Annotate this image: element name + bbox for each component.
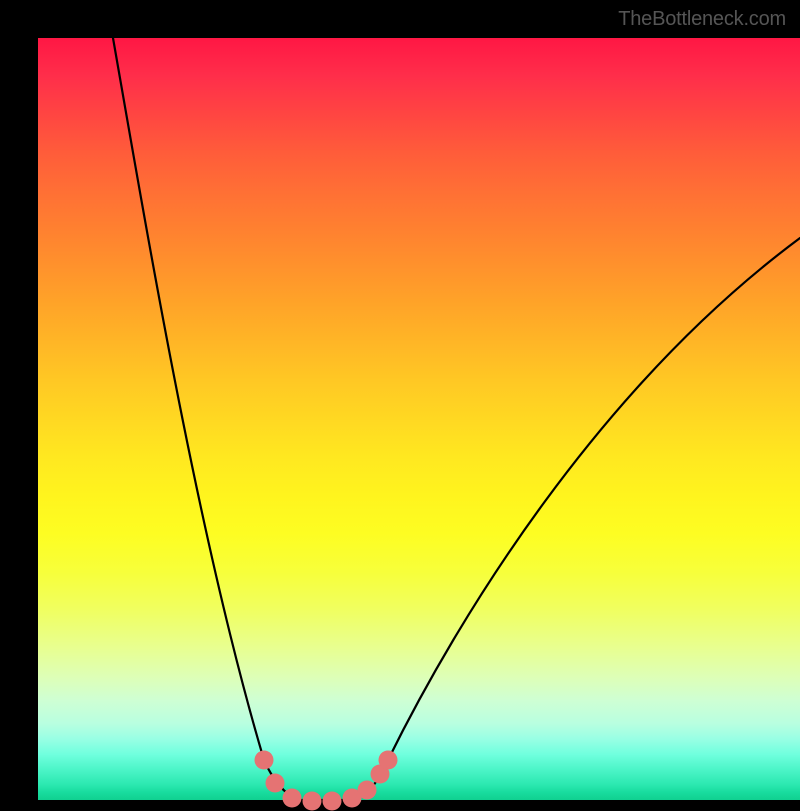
data-marker <box>323 792 342 811</box>
plot-area <box>38 38 800 800</box>
data-marker <box>283 789 302 808</box>
data-marker <box>255 751 274 770</box>
data-marker <box>303 792 322 811</box>
watermark-text: TheBottleneck.com <box>618 8 786 31</box>
data-marker <box>358 781 377 800</box>
curve-markers <box>38 38 800 800</box>
data-marker <box>266 774 285 793</box>
data-marker <box>379 751 398 770</box>
